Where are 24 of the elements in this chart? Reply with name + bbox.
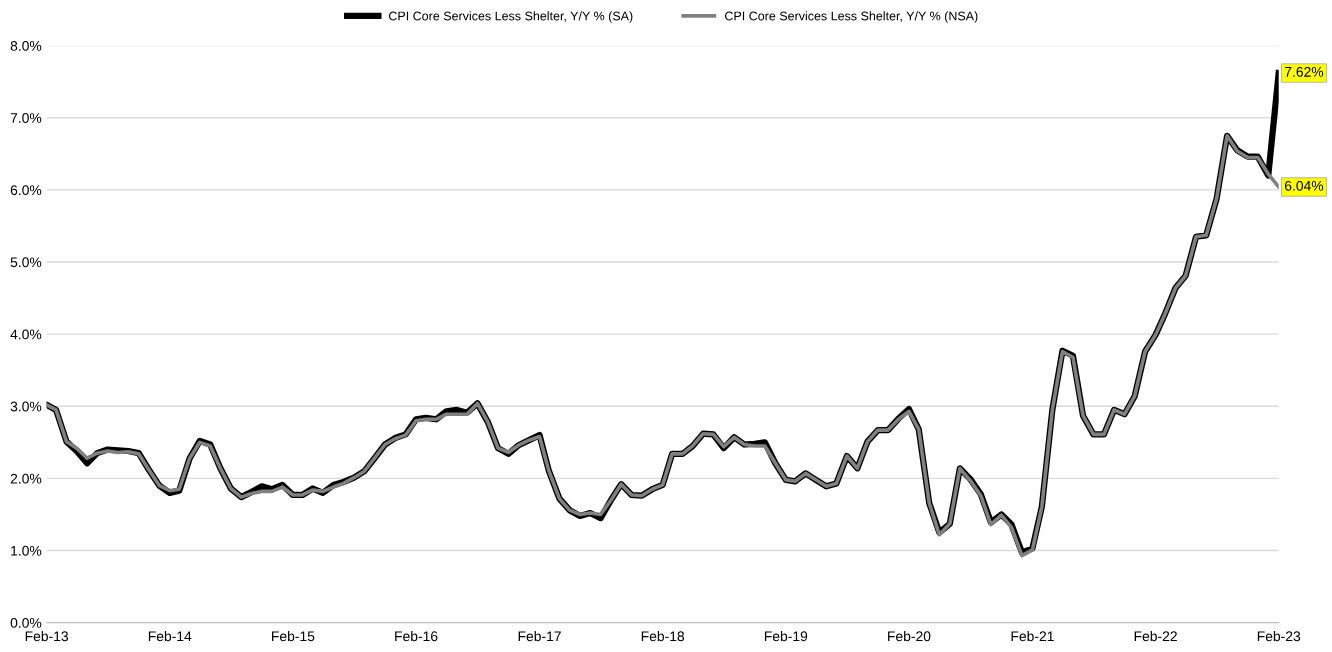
x-tick-label: Feb-17	[518, 630, 561, 642]
x-tick-label: Feb-20	[888, 630, 931, 642]
legend-label: CPI Core Services Less Shelter, Y/Y % (NSA)	[725, 11, 978, 23]
x-tick-label: Feb-16	[395, 630, 438, 642]
y-tick-label: 8.0%	[10, 40, 42, 51]
y-tick-label: 5.0%	[10, 257, 42, 268]
annotation: 7.62%	[1284, 66, 1324, 77]
x-tick-label: Feb-23	[1257, 630, 1301, 642]
y-tick-label: 2.0%	[10, 473, 42, 484]
x-tick-label: Feb-22	[1134, 630, 1177, 642]
legend-label: CPI Core Services Less Shelter, Y/Y % (SA)	[389, 11, 633, 23]
y-tick-label: 4.0%	[10, 329, 42, 340]
x-tick-label: Feb-14	[148, 630, 192, 642]
x-tick-label: Feb-15	[272, 630, 315, 642]
annotation: 6.04%	[1284, 180, 1324, 191]
x-tick-label: Feb-21	[1011, 630, 1054, 642]
x-tick-label: Feb-18	[641, 630, 685, 642]
x-tick-label: Feb-13	[25, 630, 69, 642]
x-tick-label: Feb-19	[764, 630, 808, 642]
y-tick-label: 1.0%	[11, 545, 42, 556]
y-tick-label: 6.0%	[10, 185, 42, 196]
y-tick-label: 0.0%	[10, 617, 42, 628]
y-tick-label: 7.0%	[10, 113, 42, 123]
y-tick-label: 3.0%	[10, 401, 42, 412]
